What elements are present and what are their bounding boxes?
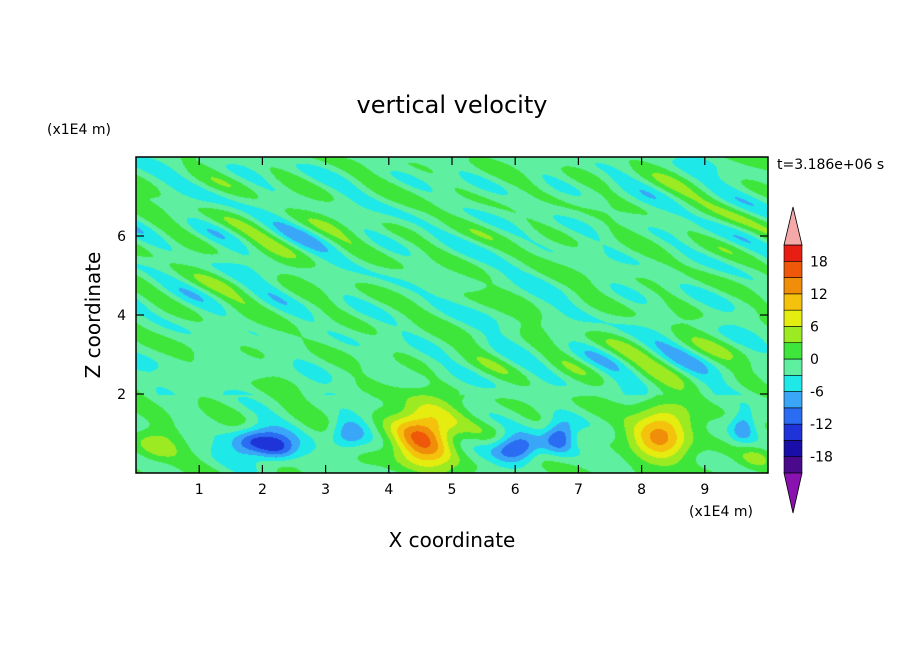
colorbar-swatch — [783, 342, 803, 360]
colorbar-tick-label: 12 — [810, 287, 828, 303]
y-tick-label: 2 — [117, 387, 126, 403]
colorbar-tick-label: -12 — [810, 417, 833, 433]
colorbar-swatch — [783, 277, 803, 295]
colorbar-swatch — [783, 374, 803, 392]
x-axis-ticks: 1 2 3 4 5 6 7 8 9 — [195, 157, 709, 498]
colorbar-swatch — [783, 391, 803, 409]
colorbar-tick-label: 18 — [810, 254, 828, 270]
x-tick-label: 5 — [448, 482, 457, 498]
heatmap-plot-area — [135, 156, 769, 474]
colorbar-swatch — [783, 358, 803, 376]
colorbar: -18 -12 -6 0 6 12 18 — [783, 206, 833, 514]
colorbar-swatch — [783, 244, 803, 262]
colorbar-swatch — [783, 326, 803, 344]
y-tick-label: 4 — [117, 308, 126, 324]
colorbar-swatch — [783, 423, 803, 441]
colorbar-tick-label: 0 — [810, 352, 819, 368]
x-tick-label: 4 — [384, 482, 393, 498]
colorbar-swatch — [783, 456, 803, 474]
x-axis-label: X coordinate — [389, 528, 516, 552]
colorbar-swatch — [783, 407, 803, 425]
y-axis-unit: (x1E4 m) — [47, 122, 111, 138]
x-tick-label: 8 — [637, 482, 646, 498]
x-axis-unit: (x1E4 m) — [689, 504, 753, 520]
colorbar-tick-label: 6 — [810, 319, 819, 335]
colorbar-tick-label: -18 — [810, 450, 833, 466]
colorbar-tick-label: -6 — [810, 385, 824, 401]
x-tick-label: 6 — [511, 482, 520, 498]
time-label: t=3.186e+06 s — [777, 157, 884, 173]
y-axis-ticks: 2 4 6 — [117, 229, 768, 403]
colorbar-under-arrow — [783, 472, 803, 514]
x-tick-label: 1 — [195, 482, 204, 498]
colorbar-swatch — [783, 260, 803, 278]
x-tick-label: 7 — [574, 482, 583, 498]
x-tick-label: 2 — [258, 482, 267, 498]
x-tick-label: 9 — [700, 482, 709, 498]
colorbar-swatch — [783, 440, 803, 458]
colorbar-over-arrow — [783, 206, 803, 246]
colorbar-swatch — [783, 309, 803, 327]
y-axis-label: Z coordinate — [81, 252, 105, 379]
velocity-field — [136, 157, 768, 473]
x-tick-label: 3 — [321, 482, 330, 498]
y-tick-label: 6 — [117, 229, 126, 245]
chart-title: vertical velocity — [357, 91, 548, 119]
colorbar-swatch — [783, 293, 803, 311]
